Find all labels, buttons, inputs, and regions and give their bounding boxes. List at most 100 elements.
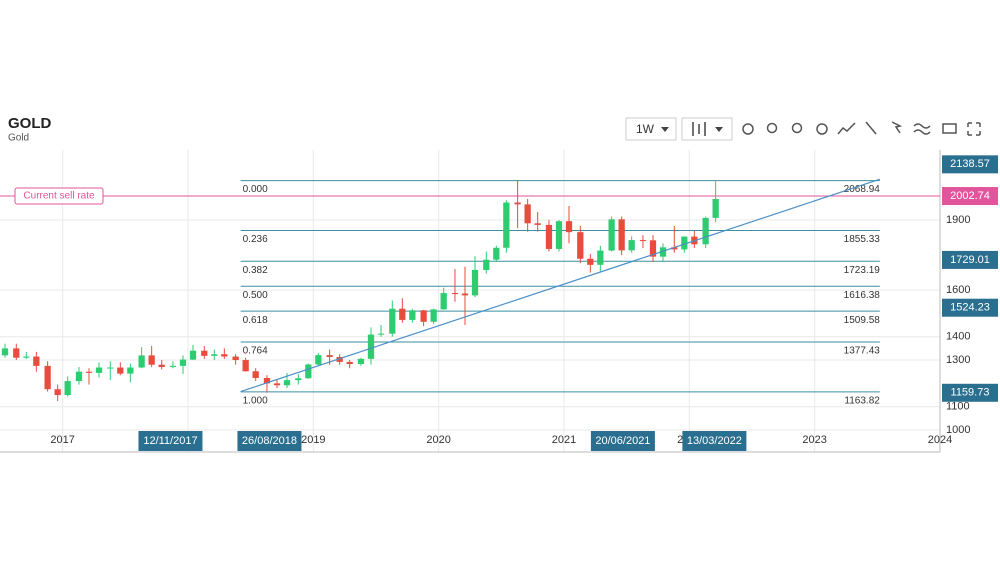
y-tick-label: 1000	[946, 424, 970, 436]
price-marker-label: 1524.23	[950, 302, 990, 314]
candle-body	[95, 367, 103, 373]
candle-body	[389, 308, 396, 334]
cursor-icon[interactable]	[891, 121, 903, 134]
interval-button[interactable]	[625, 117, 677, 141]
candle-body	[471, 269, 479, 296]
candle-body	[545, 224, 553, 249]
candle	[514, 180, 521, 229]
candle	[252, 368, 259, 382]
candle-body	[681, 236, 688, 250]
candle	[440, 287, 447, 310]
candle-body	[252, 371, 259, 379]
price-marker-label: 2138.57	[950, 158, 990, 170]
candle-body	[712, 199, 719, 218]
candle-body	[201, 350, 208, 356]
price-marker-label: 2002.74	[950, 190, 990, 202]
candle	[273, 379, 281, 389]
candle	[148, 346, 155, 368]
candle-body	[555, 221, 563, 249]
fib-value: 1616.38	[844, 290, 881, 301]
candle	[534, 211, 541, 232]
zoom-out-icon[interactable]	[791, 122, 803, 134]
settings-icon[interactable]	[816, 123, 828, 135]
candle-body	[399, 308, 406, 320]
candle-body	[44, 365, 51, 390]
candle	[461, 266, 469, 326]
candle-body	[346, 361, 353, 365]
candle-body	[315, 355, 322, 365]
compare-icon[interactable]	[742, 123, 754, 135]
candle	[399, 298, 406, 323]
x-tick-label: 2019	[301, 434, 325, 446]
candle-body	[221, 354, 228, 357]
chart-title: GOLD	[8, 115, 51, 132]
candle-body	[23, 356, 30, 358]
candle	[242, 357, 249, 372]
indicators-icon[interactable]	[913, 123, 931, 135]
candle-body	[33, 356, 40, 366]
zoom-in-icon[interactable]	[766, 122, 778, 134]
candle-body	[127, 367, 134, 374]
x-tick-label: 2020	[426, 434, 450, 446]
candle-body	[179, 359, 187, 366]
candle	[659, 243, 667, 263]
candle	[420, 309, 427, 327]
candle-body	[326, 355, 333, 358]
line-tool-icon[interactable]	[837, 122, 856, 135]
candle	[305, 363, 312, 379]
candle	[336, 354, 343, 365]
candle-body	[367, 334, 375, 359]
candle-body	[13, 348, 20, 358]
candle	[545, 220, 553, 252]
fib-level: 0.236	[243, 234, 268, 245]
candle	[409, 308, 416, 323]
y-tick-label: 1900	[946, 214, 970, 226]
candle	[189, 344, 197, 361]
interval-label[interactable]: 1W	[636, 122, 655, 136]
candle-body	[430, 309, 437, 322]
candle	[628, 236, 635, 253]
draw-icon[interactable]	[865, 121, 877, 135]
camera-icon[interactable]	[942, 123, 957, 134]
candle	[13, 343, 20, 361]
candle-body	[54, 389, 61, 396]
fullscreen-icon[interactable]	[967, 122, 981, 136]
price-marker-box	[942, 187, 998, 206]
chart-subtitle: Gold	[8, 133, 29, 144]
y-tick-label: 1100	[946, 401, 970, 413]
candle-body	[608, 219, 615, 251]
candle	[346, 360, 353, 369]
candle	[54, 384, 61, 401]
candle	[315, 353, 322, 366]
candle-body	[440, 293, 447, 310]
date-marker-label: 20/06/2021	[595, 435, 650, 447]
candle-body	[283, 380, 291, 386]
fib-value: 1855.33	[844, 234, 881, 245]
candle	[367, 327, 375, 365]
candle-body	[514, 202, 521, 205]
candle	[295, 374, 302, 385]
candle-body	[158, 364, 165, 368]
chart-type-button[interactable]	[681, 117, 733, 141]
candle	[503, 200, 510, 253]
dropdown-arrow	[661, 127, 669, 132]
candle-body	[565, 221, 573, 233]
trendline	[240, 178, 881, 393]
candle-body	[357, 358, 365, 365]
candle	[639, 235, 647, 249]
candle	[127, 363, 134, 383]
candle	[85, 368, 93, 385]
price-marker-box	[942, 298, 998, 317]
candle-body	[702, 217, 709, 245]
fib-level: 0.382	[243, 265, 268, 276]
candle	[201, 346, 208, 359]
fib-value: 1509.58	[844, 315, 881, 326]
candle	[211, 349, 218, 361]
y-tick-label: 1400	[946, 331, 970, 343]
price-marker-box	[942, 383, 998, 402]
price-marker-label: 1159.73	[951, 387, 990, 399]
candle	[451, 269, 459, 302]
candle	[577, 225, 584, 264]
